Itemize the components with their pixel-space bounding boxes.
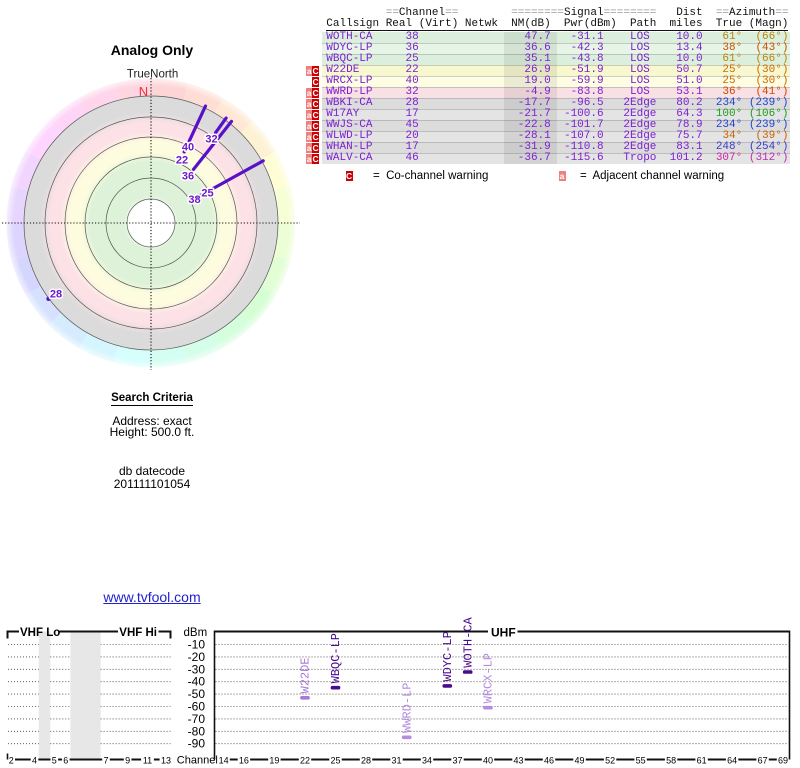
svg-text:-30: -30	[188, 662, 206, 676]
svg-text:WRCX-LP: WRCX-LP	[482, 653, 496, 703]
svg-text:N: N	[139, 84, 148, 99]
svg-text:-60: -60	[188, 700, 206, 714]
svg-text:WWRD-LP: WWRD-LP	[400, 683, 414, 733]
svg-text:22: 22	[300, 756, 310, 766]
svg-text:37: 37	[452, 756, 462, 766]
svg-text:32: 32	[205, 134, 217, 146]
svg-text:61: 61	[697, 756, 707, 766]
svg-text:UHF: UHF	[491, 626, 516, 640]
svg-text:W22DE: W22DE	[299, 657, 313, 693]
svg-text:-10: -10	[188, 638, 206, 652]
svg-text:WDYC-LP: WDYC-LP	[441, 631, 455, 681]
svg-text:-50: -50	[188, 687, 206, 701]
svg-text:40: 40	[182, 142, 194, 154]
svg-text:64: 64	[727, 756, 737, 766]
svg-text:TrueNorth: TrueNorth	[127, 69, 178, 81]
svg-text:55: 55	[636, 756, 646, 766]
svg-text:Channel: Channel	[177, 755, 218, 767]
svg-text:67: 67	[758, 756, 768, 766]
svg-text:31: 31	[391, 756, 401, 766]
svg-text:WBQC-LP: WBQC-LP	[329, 633, 343, 683]
svg-text:69: 69	[778, 756, 788, 766]
svg-text:2: 2	[9, 756, 14, 766]
svg-text:25: 25	[330, 756, 340, 766]
svg-text:36: 36	[182, 171, 194, 183]
svg-text:43: 43	[513, 756, 523, 766]
svg-text:28: 28	[50, 289, 62, 301]
svg-text:38: 38	[188, 194, 200, 206]
svg-text:5: 5	[52, 756, 57, 766]
svg-text:6: 6	[63, 756, 68, 766]
svg-text:14: 14	[219, 756, 229, 766]
svg-text:49: 49	[574, 756, 584, 766]
svg-text:-70: -70	[188, 712, 206, 726]
svg-text:VHF Hi: VHF Hi	[119, 627, 157, 639]
svg-text:4: 4	[32, 756, 37, 766]
svg-text:13: 13	[161, 756, 171, 766]
svg-text:11: 11	[143, 756, 152, 766]
svg-text:WOTH-CA: WOTH-CA	[461, 616, 475, 667]
svg-text:28: 28	[361, 756, 371, 766]
svg-text:-40: -40	[188, 675, 206, 689]
svg-text:7: 7	[103, 756, 108, 766]
svg-text:-80: -80	[188, 724, 206, 738]
svg-text:19: 19	[269, 756, 279, 766]
svg-text:34: 34	[422, 756, 432, 766]
svg-text:58: 58	[666, 756, 676, 766]
svg-text:-90: -90	[188, 737, 206, 751]
svg-text:22: 22	[176, 155, 188, 167]
svg-text:46: 46	[544, 756, 554, 766]
svg-text:40: 40	[483, 756, 493, 766]
svg-text:VHF Lo: VHF Lo	[20, 627, 60, 639]
svg-text:dBm: dBm	[184, 627, 208, 639]
svg-text:-20: -20	[188, 650, 206, 664]
svg-text:16: 16	[239, 756, 249, 766]
svg-text:9: 9	[125, 756, 130, 766]
svg-text:52: 52	[605, 756, 615, 766]
svg-text:25: 25	[201, 188, 213, 200]
